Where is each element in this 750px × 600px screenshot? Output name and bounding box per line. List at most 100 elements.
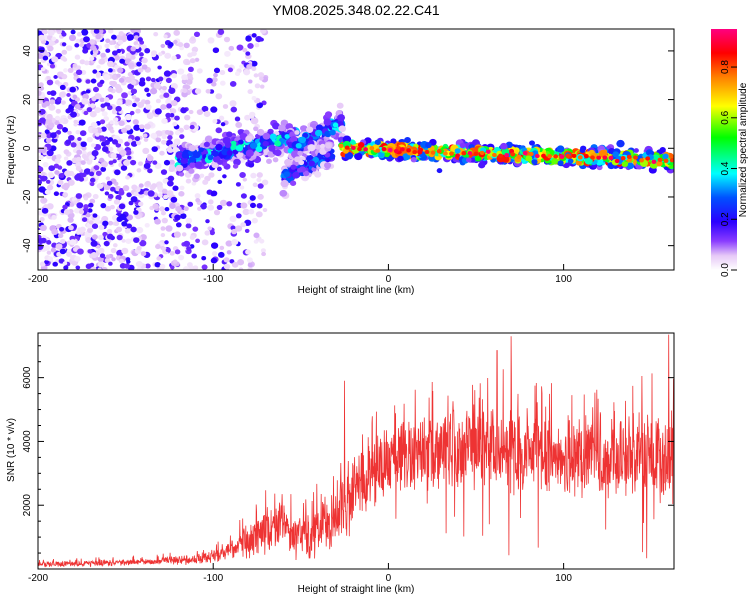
spectrogram-cell (90, 143, 96, 148)
spectrogram-cell (89, 38, 96, 45)
spectrogram-cell (198, 147, 204, 153)
spectrogram-cell (72, 246, 79, 252)
spectrogram-cell (208, 172, 215, 178)
spectrogram-cell (614, 158, 620, 164)
spectrogram-cell (138, 201, 144, 207)
spectrogram-cell (242, 177, 248, 182)
spectrogram-cell (245, 35, 252, 41)
spectrogram-cell (248, 79, 253, 84)
spectrogram-cell (144, 123, 151, 130)
spectrogram-cell (218, 115, 225, 121)
spectrogram-cell (383, 151, 391, 158)
spectrogram-cell (181, 74, 188, 81)
spectrogram-cell (120, 165, 128, 171)
spectrogram-cell (98, 58, 106, 65)
spectrogram-cell (137, 67, 144, 73)
spectrogram-cell (196, 68, 203, 74)
spectrogram-cell (171, 143, 178, 149)
spectrogram-cell (108, 146, 114, 152)
spectrogram-cell (72, 63, 78, 68)
spectrogram-cell (167, 175, 175, 182)
spectrogram-cell (101, 111, 108, 117)
spectrogram-cell (44, 129, 50, 134)
spectrogram-cell (90, 240, 98, 247)
spectrogram-cell (253, 126, 259, 132)
spectrogram-cell (621, 161, 629, 168)
spectrogram-cell (103, 97, 110, 103)
spectrogram-cell (130, 226, 137, 233)
spectrogram-cell (201, 105, 209, 112)
spectrogram-cell (47, 256, 54, 262)
spectrogram-cell (329, 129, 336, 136)
spectrogram-cell (63, 149, 70, 155)
spectrogram-cell (165, 112, 172, 118)
spectrogram-cell (107, 220, 114, 226)
spectrogram-cell (105, 102, 111, 107)
spectrogram-cell (152, 203, 160, 210)
spectrogram-cell (165, 225, 173, 232)
spectrogram-cell (66, 251, 72, 257)
spectrogram-cell (412, 149, 418, 155)
spectrogram-cell (172, 259, 178, 264)
spectrogram-cell (75, 165, 82, 172)
spectrogram-cell (165, 77, 172, 84)
spectrogram-cell (47, 45, 54, 52)
spectrogram-cell (107, 87, 114, 93)
spectrogram-cell (222, 174, 227, 179)
spectrogram-cell (571, 153, 577, 158)
spectrogram-cell (109, 204, 115, 210)
spectrogram-cell (160, 226, 166, 231)
spectrogram-cell (84, 60, 90, 66)
spectrogram-cell (113, 199, 120, 205)
spectrogram-cell (144, 222, 150, 228)
spectrogram-cell (190, 36, 196, 41)
spectrogram-cell (168, 42, 174, 47)
spectrogram-cell (56, 96, 62, 102)
colorbar-gradient (711, 29, 737, 270)
spectrogram-cell (256, 177, 262, 183)
spectrogram-cell (135, 97, 140, 102)
spectrogram-cell (133, 35, 140, 40)
spectrogram-cell (59, 227, 65, 232)
spectrogram-cell (48, 104, 56, 111)
spectrogram-cell (75, 143, 83, 150)
spectrogram-cell (253, 73, 259, 78)
spectrogram-cell (189, 124, 195, 130)
spectrogram-cell (277, 124, 286, 132)
spectrogram-cell (117, 67, 124, 74)
spectrogram-cell (363, 147, 368, 152)
spectrogram-cell (201, 255, 207, 261)
spectrogram-cell (61, 32, 67, 37)
spectrogram-cell (516, 154, 522, 159)
spectrogram-cell (541, 153, 546, 158)
spectrogram-cell (53, 191, 60, 197)
spectrogram-cell (374, 139, 381, 146)
spectrogram-y-tick-label: 0 (22, 145, 33, 151)
spectrogram-cell (262, 207, 268, 213)
spectrogram-cell (75, 38, 81, 44)
spectrogram-cell (145, 263, 151, 269)
spectrogram-cell (65, 45, 73, 51)
spectrogram-cell (115, 105, 122, 112)
spectrogram-cell (178, 190, 185, 197)
spectrogram-cell (125, 77, 132, 83)
spectrogram-cell (159, 94, 165, 99)
spectrogram-cell (284, 158, 292, 166)
snr-x-tick-label: 100 (555, 573, 572, 584)
spectrogram-cell (95, 170, 102, 176)
spectrogram-cell (274, 149, 282, 157)
spectrogram-cell (369, 145, 375, 151)
spectrogram-cell (175, 151, 184, 159)
spectrogram-cell (245, 51, 251, 56)
spectrogram-cell (260, 29, 267, 34)
spectrogram-cell (75, 156, 82, 162)
spectrogram-cell (82, 93, 89, 100)
spectrogram-cell (237, 139, 244, 145)
spectrogram-cell (47, 39, 55, 47)
spectrogram-cell (324, 162, 332, 169)
spectrogram-cell (337, 114, 346, 122)
spectrogram-cell (207, 37, 215, 44)
spectrogram-cell (38, 34, 45, 41)
spectrogram-cell (172, 185, 179, 191)
spectrogram-cell (108, 261, 113, 266)
